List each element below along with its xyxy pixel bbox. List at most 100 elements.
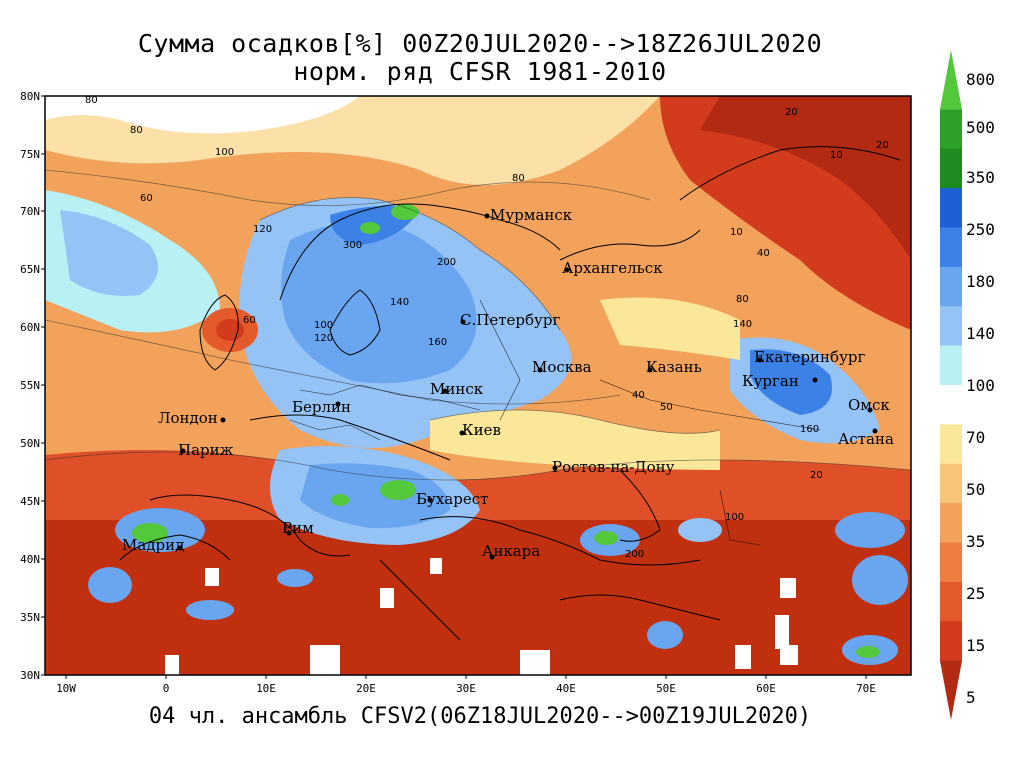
colorbar-swatch [940, 503, 962, 543]
colorbar-swatch [940, 306, 962, 347]
contour-label: 300 [343, 240, 362, 251]
lat-tick: 75N [20, 148, 40, 161]
city-rostov: Ростов-на-Дону [552, 458, 675, 476]
contour-label: 160 [428, 337, 447, 348]
colorbar-label: 35 [966, 532, 986, 551]
map-title-line2: норм. ряд CFSR 1981-2010 [293, 57, 667, 86]
colorbar-swatch [940, 109, 962, 150]
lat-tick: 55N [20, 379, 40, 392]
colorbar-label: 70 [966, 428, 986, 447]
city-kurgan: Курган [742, 372, 799, 390]
colorbar-swatch [940, 266, 962, 307]
colorbar-swatch [940, 50, 962, 110]
city-london: Лондон [158, 409, 218, 427]
city-paris: Париж [178, 441, 234, 459]
contour-label: 20 [785, 107, 798, 118]
colorbar-swatch [940, 385, 962, 425]
city-bucharest: Бухарест [416, 490, 488, 508]
city-madrid: Мадрид [122, 536, 184, 554]
colorbar-label: 250 [966, 220, 995, 239]
lon-tick: 20E [356, 682, 376, 695]
contour-label: 140 [390, 297, 409, 308]
colorbar-label: 5 [966, 688, 976, 707]
lon-tick: 10W [56, 682, 76, 695]
map-title-line1: Сумма осадков[%] 00Z20JUL2020-->18Z26JUL… [137, 29, 823, 58]
colorbar [940, 50, 962, 720]
city-astana: Астана [838, 430, 894, 448]
contour-label: 20 [810, 470, 823, 481]
lat-tick: 30N [20, 669, 40, 682]
city-berlin: Берлин [292, 398, 351, 416]
colorbar-swatch [940, 148, 962, 189]
city-arkhangelsk: Архангельск [562, 259, 663, 277]
lat-tick: 60N [20, 321, 40, 334]
colorbar-label: 500 [966, 118, 995, 137]
lat-tick: 40N [20, 553, 40, 566]
colorbar-swatch [940, 542, 962, 583]
city-yekaterinburg: Екатеринбург [754, 348, 865, 366]
colorbar-swatch [940, 345, 962, 386]
colorbar-label: 800 [966, 70, 995, 89]
lon-tick: 70E [856, 682, 876, 695]
lat-tick: 45N [20, 495, 40, 508]
contour-label: 140 [733, 319, 752, 330]
colorbar-swatch [940, 424, 962, 465]
lat-tick: 65N [20, 263, 40, 276]
ensemble-footer: 04 чл. ансамбль CFSV2(06Z18JUL2020-->00Z… [148, 704, 812, 729]
city-omsk: Омск [848, 396, 890, 414]
contour-labels: 80 80 100 80 20 10 20 60 120 300 200 140… [85, 95, 889, 560]
lat-tick: 70N [20, 205, 40, 218]
city-ankara: Анкара [482, 542, 540, 560]
colorbar-swatch [940, 660, 962, 720]
colorbar-label: 15 [966, 636, 986, 655]
lat-tick: 35N [20, 611, 40, 624]
lat-tick: 50N [20, 437, 40, 450]
city-labels: Мурманск Архангельск С.Петербург Москва … [122, 206, 894, 560]
colorbar-swatch [940, 227, 962, 268]
contour-label: 120 [253, 224, 272, 235]
contour-label: 20 [876, 140, 889, 151]
city-rome: Рим [282, 519, 314, 537]
colorbar-label: 140 [966, 324, 995, 343]
colorbar-swatch [940, 188, 962, 228]
contour-label: 60 [140, 193, 153, 204]
contour-label: 160 [800, 424, 819, 435]
contour-label: 60 [243, 315, 256, 326]
lon-tick: 40E [556, 682, 576, 695]
contour-label: 80 [736, 294, 749, 305]
city-st-petersburg: С.Петербург [460, 311, 560, 329]
contour-label: 100 [314, 320, 333, 331]
contour-label: 10 [830, 150, 843, 161]
city-minsk: Минск [430, 380, 484, 398]
city-kiev: Киев [462, 421, 501, 439]
contour-label: 80 [512, 173, 525, 184]
lon-tick: 0 [162, 682, 170, 695]
contour-label: 80 [130, 125, 143, 136]
colorbar-label: 180 [966, 272, 995, 291]
contour-label: 100 [215, 147, 234, 158]
contour-label: 40 [632, 390, 645, 401]
colorbar-label: 50 [966, 480, 986, 499]
contour-label: 120 [314, 333, 333, 344]
contour-label: 200 [437, 257, 456, 268]
city-kazan: Казань [646, 358, 702, 376]
contour-label: 200 [625, 549, 644, 560]
map-plot-area [45, 96, 911, 675]
colorbar-label: 100 [966, 376, 995, 395]
lat-tick: 80N [20, 90, 40, 103]
contour-label: 40 [757, 248, 770, 259]
contour-label: 80 [85, 95, 98, 106]
contour-label: 100 [725, 512, 744, 523]
contour-label: 50 [660, 402, 673, 413]
lon-tick: 10E [256, 682, 276, 695]
colorbar-swatch [940, 581, 962, 622]
colorbar-label: 25 [966, 584, 986, 603]
colorbar-swatch [940, 463, 962, 504]
colorbar-label: 350 [966, 168, 995, 187]
city-moscow: Москва [532, 358, 592, 376]
lon-tick: 50E [656, 682, 676, 695]
colorbar-swatch [940, 621, 962, 662]
city-murmansk: Мурманск [490, 206, 573, 224]
contour-label: 10 [730, 227, 743, 238]
